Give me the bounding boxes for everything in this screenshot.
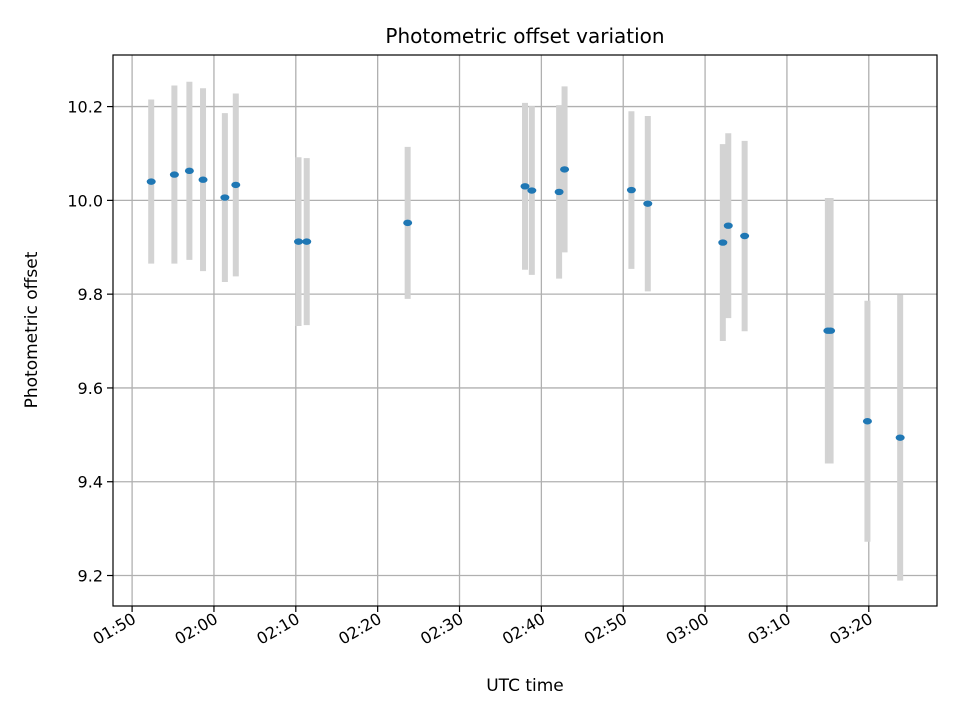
chart-title: Photometric offset variation (385, 24, 664, 48)
data-point (895, 434, 905, 441)
y-axis-title: Photometric offset (22, 251, 42, 408)
y-tick-label: 10.2 (67, 98, 103, 117)
plot-frame (112, 54, 938, 607)
data-point (220, 194, 230, 201)
data-point (723, 222, 733, 229)
data-point (527, 187, 537, 194)
data-point (184, 167, 194, 175)
data-points (146, 166, 905, 441)
data-point (302, 238, 312, 245)
data-point (862, 418, 872, 425)
x-axis-title: UTC time (486, 676, 564, 696)
data-point (554, 188, 564, 196)
data-point (520, 183, 530, 190)
data-point (294, 238, 304, 245)
y-tick-label: 10.0 (67, 191, 103, 210)
data-point (740, 232, 750, 240)
data-point (231, 181, 241, 189)
data-point (403, 219, 413, 227)
y-tick-label: 9.6 (78, 379, 103, 398)
data-point (643, 200, 653, 207)
y-tick-label: 9.2 (78, 567, 103, 586)
data-point (718, 239, 728, 246)
y-tick-label: 9.8 (78, 285, 103, 304)
data-point (169, 171, 179, 178)
data-point (146, 178, 156, 185)
y-axis-ticks: 9.2 9.4 9.6 9.8 10.0 10.2 (67, 98, 113, 586)
data-point (626, 186, 636, 194)
y-tick-label: 9.4 (78, 473, 103, 492)
data-point (198, 176, 208, 183)
data-point (560, 166, 570, 173)
grid (113, 55, 937, 606)
data-point (826, 327, 836, 334)
